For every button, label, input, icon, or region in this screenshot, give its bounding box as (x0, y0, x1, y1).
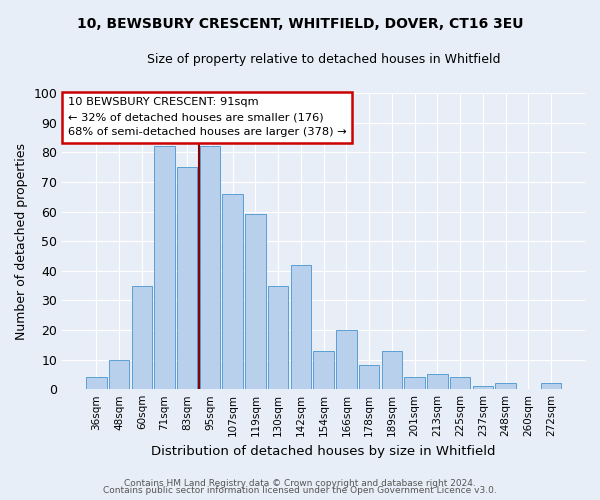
Bar (473, 386, 493, 389)
Y-axis label: Number of detached properties: Number of detached properties (15, 142, 28, 340)
Bar (336, 330, 356, 389)
Title: Size of property relative to detached houses in Whitfield: Size of property relative to detached ho… (147, 52, 500, 66)
Text: 10 BEWSBURY CRESCENT: 91sqm
← 32% of detached houses are smaller (176)
68% of se: 10 BEWSBURY CRESCENT: 91sqm ← 32% of det… (68, 98, 346, 137)
Bar (359, 366, 379, 389)
Text: Contains public sector information licensed under the Open Government Licence v3: Contains public sector information licen… (103, 486, 497, 495)
Text: 10, BEWSBURY CRESCENT, WHITFIELD, DOVER, CT16 3EU: 10, BEWSBURY CRESCENT, WHITFIELD, DOVER,… (77, 18, 523, 32)
Bar (268, 286, 289, 389)
Bar (541, 384, 561, 389)
Bar (450, 378, 470, 389)
Bar (404, 378, 425, 389)
Bar (154, 146, 175, 389)
X-axis label: Distribution of detached houses by size in Whitfield: Distribution of detached houses by size … (151, 444, 496, 458)
Bar (86, 378, 107, 389)
Bar (223, 194, 243, 389)
Bar (427, 374, 448, 389)
Bar (290, 265, 311, 389)
Bar (382, 350, 402, 389)
Bar (200, 146, 220, 389)
Text: Contains HM Land Registry data © Crown copyright and database right 2024.: Contains HM Land Registry data © Crown c… (124, 478, 476, 488)
Bar (245, 214, 266, 389)
Bar (496, 384, 516, 389)
Bar (109, 360, 129, 389)
Bar (177, 167, 197, 389)
Bar (131, 286, 152, 389)
Bar (313, 350, 334, 389)
